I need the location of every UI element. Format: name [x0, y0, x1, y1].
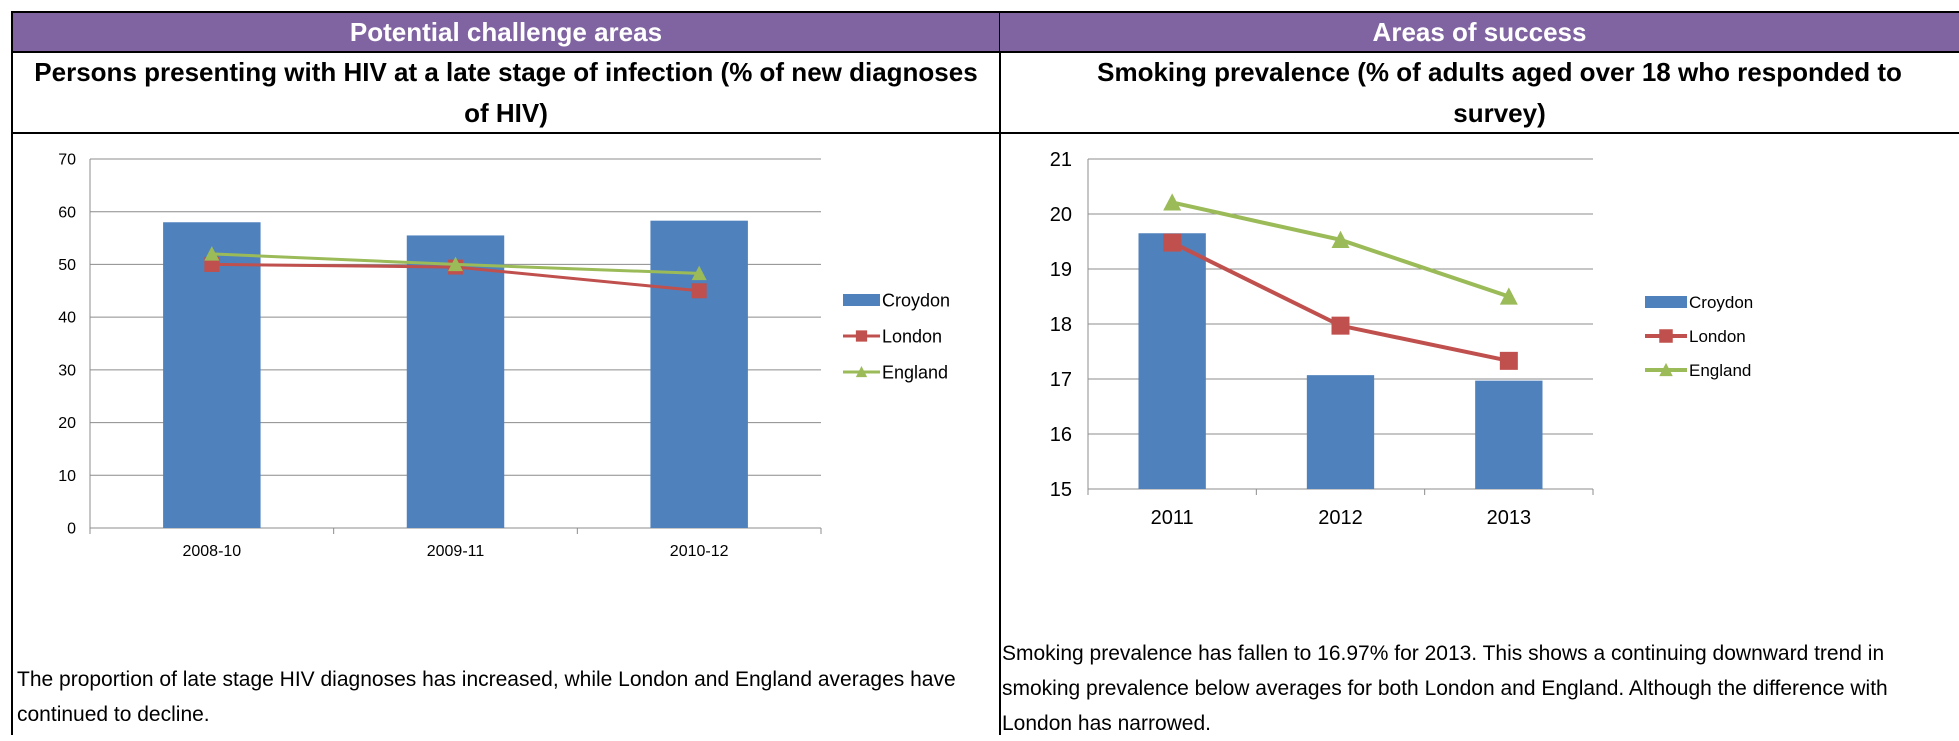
y-tick-label: 17 [1050, 369, 1072, 391]
point-england [1499, 287, 1518, 305]
legend-label: London [1689, 327, 1746, 346]
legend-swatch [843, 294, 880, 306]
bar-croydon [163, 222, 261, 528]
point-london [1499, 351, 1518, 370]
line-london [1171, 240, 1510, 363]
bar-croydon [406, 235, 505, 528]
legend-label: Croydon [1689, 293, 1753, 312]
y-tick-label: 40 [58, 310, 76, 327]
legend-marker [855, 330, 868, 342]
chart-title: Persons presenting with HIV at a late st… [13, 53, 999, 134]
bar-croydon [1138, 233, 1206, 489]
section-header: Potential challenge areas [13, 13, 999, 53]
y-tick-label: 16 [1050, 424, 1072, 446]
y-tick-label: 0 [67, 521, 76, 538]
y-tick-label: 19 [1050, 259, 1072, 281]
y-tick-label: 20 [58, 415, 76, 432]
point-england [691, 265, 707, 281]
point-england [1163, 193, 1182, 211]
y-tick-label: 21 [1050, 149, 1072, 171]
chart-container: 0 10 20 30 40 50 60 70 2008-10 2009-11 2010-12 Croy… [13, 134, 999, 619]
chart-container: 15 16 17 18 19 20 21 2011 2012 2013 Croydon London E… [1000, 134, 1959, 644]
point-london [204, 256, 220, 272]
x-tick-label: 2013 [1487, 507, 1532, 529]
x-tick-label: 2012 [1318, 507, 1363, 529]
point-england [204, 246, 220, 261]
legend-marker [855, 365, 868, 378]
x-tick-label: 2011 [1151, 507, 1194, 529]
y-tick-label: 15 [1050, 479, 1072, 501]
point-london [1331, 316, 1350, 335]
commentary-text: The proportion of late stage HIV diagnos… [17, 668, 956, 726]
legend-swatch [1645, 296, 1687, 308]
line-england [1171, 200, 1510, 299]
x-tick-label: 2010-12 [670, 543, 729, 560]
bar-croydon [1306, 375, 1375, 489]
legend-marker [1659, 329, 1673, 343]
y-tick-label: 10 [58, 468, 76, 485]
legend-label: England [882, 362, 948, 382]
x-tick-label: 2008-10 [182, 543, 241, 560]
legend-label: England [1689, 361, 1751, 380]
y-tick-label: 30 [58, 362, 76, 379]
commentary-text: Smoking prevalence has fallen to 16.97% … [1002, 642, 1888, 735]
chart-title: Smoking prevalence (% of adults aged ove… [1000, 53, 1959, 134]
section-header: Areas of success [1000, 13, 1959, 53]
right-panel: Areas of success Smoking prevalence (% o… [1000, 11, 1959, 735]
point-england [1331, 230, 1350, 248]
legend-marker [1659, 362, 1673, 377]
y-tick-label: 20 [1050, 204, 1072, 226]
legend-label: London [882, 326, 942, 346]
y-tick-label: 70 [58, 152, 76, 169]
point-london [691, 283, 707, 299]
legend-label: Croydon [882, 290, 950, 310]
left-panel: Potential challenge areas Persons presen… [11, 11, 1001, 735]
point-london [1163, 233, 1182, 252]
y-tick-label: 60 [58, 204, 76, 221]
x-tick-label: 2009-11 [427, 543, 485, 560]
y-tick-label: 50 [58, 257, 76, 274]
smoking-prevalence-chart: 15 16 17 18 19 20 21 2011 2012 2013 Croydon London E… [1050, 149, 1754, 529]
point-england [448, 256, 463, 272]
y-tick-label: 18 [1050, 314, 1072, 336]
bar-croydon [1475, 380, 1543, 489]
hiv-late-diagnosis-chart: 0 10 20 30 40 50 60 70 2008-10 2009-11 2010-12 Croy… [58, 152, 950, 560]
